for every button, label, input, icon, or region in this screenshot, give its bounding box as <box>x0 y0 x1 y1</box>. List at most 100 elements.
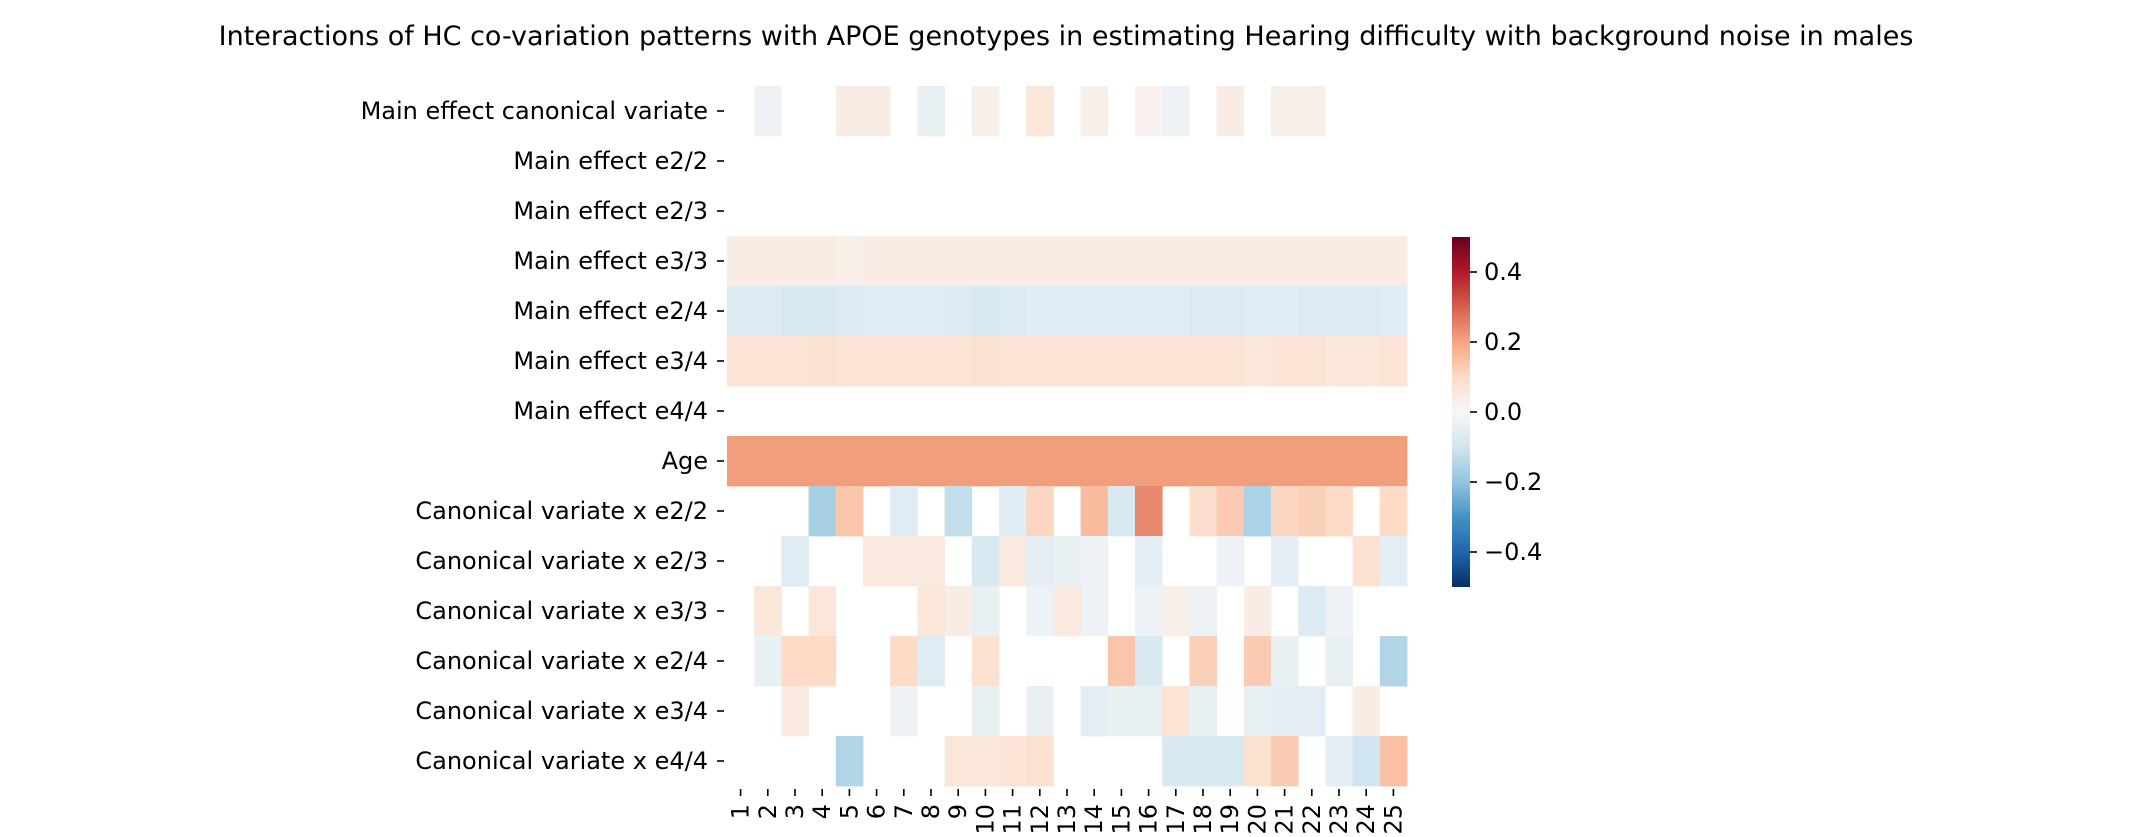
heatmap-cell <box>1379 486 1408 537</box>
colorbar-tick-label: 0.4 <box>1484 258 1522 286</box>
heatmap-cell <box>1216 486 1245 537</box>
heatmap-cell <box>1298 336 1326 387</box>
heatmap-cell <box>1243 586 1272 637</box>
heatmap-cell <box>1298 586 1326 637</box>
heatmap-cell <box>1053 436 1081 487</box>
heatmap-cell <box>808 586 837 637</box>
heatmap-cell <box>944 486 973 537</box>
heatmap-cell <box>781 286 809 337</box>
heatmap-cell <box>1298 486 1326 537</box>
heatmap-cell <box>999 536 1027 587</box>
heatmap-cell <box>1107 436 1136 487</box>
x-tick-label: 1 <box>727 804 755 819</box>
x-tick-label: 25 <box>1379 804 1407 835</box>
heatmap-cell <box>1162 236 1190 287</box>
heatmap-cell <box>727 436 755 487</box>
y-tick-label: Main effect e2/4 <box>513 297 708 325</box>
heatmap-cell <box>944 586 973 637</box>
heatmap-cell <box>944 736 973 787</box>
x-tick-label: 3 <box>781 804 809 819</box>
heatmap-cell <box>808 436 837 487</box>
heatmap-cell <box>1135 536 1163 587</box>
heatmap-cell <box>1026 336 1054 387</box>
heatmap-cell <box>1080 586 1109 637</box>
heatmap-cell <box>863 336 891 387</box>
heatmap-cell <box>1325 436 1353 487</box>
heatmap-cell <box>863 536 891 587</box>
heatmap-cell <box>1107 686 1136 737</box>
heatmap-cell <box>1379 636 1408 687</box>
heatmap-cell <box>1271 436 1299 487</box>
heatmap-cell <box>1271 536 1299 587</box>
heatmap-cell <box>1080 686 1109 737</box>
heatmap-cell <box>890 436 918 487</box>
heatmap-cell <box>1135 86 1163 137</box>
x-tick-label: 24 <box>1352 804 1380 835</box>
y-tick-label: Main effect e3/3 <box>513 247 708 275</box>
heatmap-cell <box>1026 286 1054 337</box>
colorbar <box>1452 237 1470 587</box>
heatmap-cell <box>999 336 1027 387</box>
x-tick-label: 19 <box>1216 804 1244 835</box>
heatmap-cell <box>1162 736 1190 787</box>
heatmap-cell <box>1243 336 1272 387</box>
x-tick-label: 23 <box>1325 804 1353 835</box>
heatmap-cell <box>754 236 782 287</box>
heatmap-cell <box>1107 236 1136 287</box>
heatmap-cell <box>1379 336 1408 387</box>
x-tick-label: 11 <box>999 804 1027 835</box>
heatmap-cell <box>1243 236 1272 287</box>
y-tick-label: Main effect e2/3 <box>513 197 708 225</box>
heatmap-cell <box>1243 486 1272 537</box>
heatmap-cell <box>863 436 891 487</box>
heatmap-cell <box>863 86 891 137</box>
heatmap-cell <box>1135 286 1163 337</box>
heatmap-cell <box>1026 86 1054 137</box>
chart-title: Interactions of HC co-variation patterns… <box>219 21 1914 52</box>
y-tick-label: Main effect e3/4 <box>513 347 708 375</box>
x-tick-label: 14 <box>1080 804 1108 835</box>
heatmap-cell <box>1162 586 1190 637</box>
colorbar-tick-label: 0.2 <box>1484 328 1522 356</box>
heatmap-cell <box>835 436 864 487</box>
heatmap-cell <box>808 336 837 387</box>
heatmap-cell <box>1216 286 1245 337</box>
heatmap-cell <box>754 636 782 687</box>
heatmap-cell <box>890 286 918 337</box>
heatmap-cell <box>1053 586 1081 637</box>
y-tick-label: Canonical variate x e2/3 <box>415 547 708 575</box>
heatmap-cell <box>781 436 809 487</box>
heatmap-cell <box>971 536 1000 587</box>
heatmap-cell <box>1026 686 1054 737</box>
heatmap-cell <box>1135 436 1163 487</box>
heatmap-cell <box>971 586 1000 637</box>
heatmap-cell <box>1053 286 1081 337</box>
heatmap-cell <box>1189 436 1217 487</box>
y-tick-label: Canonical variate x e4/4 <box>415 747 708 775</box>
heatmap-cell <box>863 286 891 337</box>
x-tick-label: 16 <box>1135 804 1163 835</box>
heatmap-cell <box>917 236 945 287</box>
heatmap-cell <box>835 336 864 387</box>
heatmap-cell <box>1352 236 1381 287</box>
heatmap-cell <box>1026 436 1054 487</box>
heatmap-cell <box>917 536 945 587</box>
x-tick-label: 10 <box>971 804 999 835</box>
heatmap-cell <box>1162 436 1190 487</box>
heatmap-cell <box>1325 736 1353 787</box>
heatmap-cell <box>1352 686 1381 737</box>
heatmap-cell <box>944 336 973 387</box>
heatmap-cells <box>727 86 1408 787</box>
heatmap-cell <box>1162 336 1190 387</box>
heatmap-cell <box>754 336 782 387</box>
x-axis: 1 2 3 4 5 6 7 8 9 10 11 12 13 14 15 16 17 18 19 20 21 22 23 24 2… <box>727 789 1407 835</box>
heatmap-cell <box>781 636 809 687</box>
heatmap-cell <box>754 86 782 137</box>
heatmap-cell <box>1026 586 1054 637</box>
heatmap-cell <box>835 286 864 337</box>
heatmap-cell <box>1107 486 1136 537</box>
heatmap-cell <box>1162 686 1190 737</box>
y-tick-label: Age <box>662 447 708 475</box>
heatmap-cell <box>890 336 918 387</box>
x-tick-label: 9 <box>944 804 972 819</box>
